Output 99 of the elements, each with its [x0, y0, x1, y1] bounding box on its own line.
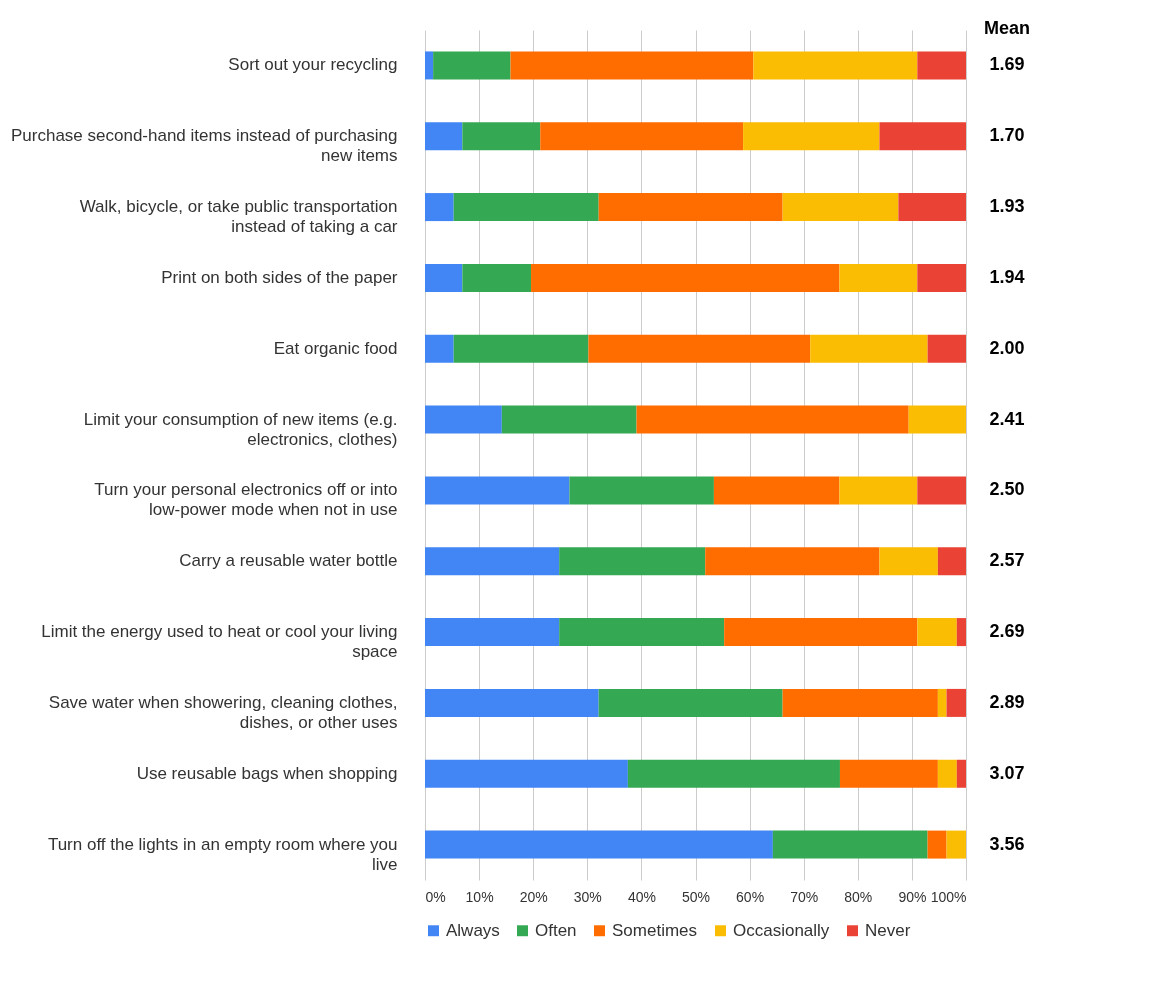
bar — [743, 122, 880, 151]
bar — [425, 122, 463, 151]
text: 3.56 — [989, 833, 1025, 854]
bar — [898, 193, 966, 222]
bar — [839, 476, 918, 505]
bar — [937, 759, 957, 788]
bar — [501, 405, 637, 434]
bar — [839, 759, 938, 788]
bar — [425, 759, 628, 788]
text: 2.89 — [989, 691, 1025, 712]
text: 1.94 — [989, 266, 1025, 287]
bar — [598, 193, 783, 222]
bar — [425, 830, 773, 859]
bar — [946, 688, 966, 717]
bar — [636, 405, 909, 434]
bar — [425, 618, 560, 647]
bar — [772, 830, 928, 859]
text: Mean — [983, 18, 1031, 38]
bar — [433, 51, 511, 80]
x-tick-label: 30% — [573, 888, 602, 905]
bar — [425, 405, 502, 434]
text: 2.69 — [989, 621, 1025, 642]
bar — [598, 688, 783, 717]
bar — [917, 618, 957, 647]
x-tick-label: 100% — [930, 888, 967, 905]
x-tick-label: 80% — [844, 888, 873, 905]
bar — [782, 688, 938, 717]
bar — [540, 122, 744, 151]
bar — [810, 334, 928, 363]
bar — [937, 688, 947, 717]
y-tick-label: Limit your consumption of new items (e.g. electronics, clothes) — [83, 409, 398, 449]
y-tick-label: Limit the energy used to heat or cool your living space — [41, 622, 398, 662]
bar — [956, 759, 966, 788]
legend-label: Often — [535, 920, 577, 940]
x-tick-label: 10% — [465, 888, 494, 905]
bar — [453, 193, 599, 222]
y-tick-label: Print on both sides of the paper — [161, 267, 398, 287]
y-tick-label: Save water when showering, cleaning clothes, dishes, or other uses — [48, 692, 398, 732]
x-tick-label: 20% — [519, 888, 548, 905]
bar — [705, 547, 880, 576]
bar — [425, 263, 463, 292]
bar — [879, 547, 938, 576]
bar — [956, 618, 966, 647]
text: 3.07 — [989, 762, 1025, 783]
bar — [425, 476, 570, 505]
bar — [425, 193, 454, 222]
text: 1.69 — [989, 54, 1025, 75]
bar — [559, 618, 725, 647]
bar — [559, 547, 706, 576]
x-tick-label: 40% — [627, 888, 656, 905]
x-tick-label: 0% — [425, 888, 446, 905]
text: 2.41 — [989, 408, 1025, 429]
bar — [462, 263, 532, 292]
y-tick-label: Sort out your recycling — [228, 55, 398, 75]
y-tick-label: Walk, bicycle, or take public transportation instead of taking a car — [79, 197, 398, 237]
bar — [917, 263, 966, 292]
y-tick-label: Use reusable bags when shopping — [136, 763, 398, 783]
bar — [908, 405, 966, 434]
text: 2.00 — [989, 337, 1025, 358]
y-tick-label: Purchase second-hand items instead of purchasing new items — [10, 126, 398, 166]
bar — [937, 547, 966, 576]
y-tick-label: Turn off the lights in an empty room where you live — [47, 834, 398, 874]
x-tick-label: 70% — [790, 888, 819, 905]
bar — [946, 830, 966, 859]
x-tick-label: 90% — [898, 888, 927, 905]
text: 2.57 — [989, 550, 1025, 571]
text: 1.70 — [989, 125, 1025, 146]
legend-label: Sometimes — [612, 920, 698, 940]
legend-label: Always — [446, 920, 500, 940]
legend-label: Occasionally — [733, 920, 830, 940]
bar — [569, 476, 714, 505]
bar — [531, 263, 840, 292]
text: 1.93 — [989, 196, 1025, 217]
y-tick-label: Carry a reusable water bottle — [179, 551, 398, 571]
bar — [753, 51, 918, 80]
x-tick-label: 60% — [736, 888, 765, 905]
bar — [588, 334, 811, 363]
bar — [927, 830, 947, 859]
bar — [425, 547, 560, 576]
bar — [927, 334, 966, 363]
bar — [713, 476, 840, 505]
bar — [917, 51, 966, 80]
bar — [917, 476, 966, 505]
y-tick-label: Eat organic food — [273, 338, 398, 358]
bar — [425, 334, 454, 363]
x-tick-label: 50% — [681, 888, 711, 905]
bar — [425, 688, 599, 717]
y-tick-label: Turn your personal electronics off or into low-power mode when not in use — [94, 480, 398, 520]
bar — [724, 618, 918, 647]
bar — [627, 759, 840, 788]
legend-label: Never — [865, 920, 911, 940]
bar — [879, 122, 966, 151]
bar — [425, 51, 434, 80]
text: 2.50 — [989, 479, 1025, 500]
bar — [462, 122, 541, 151]
bar — [782, 193, 899, 222]
bar — [510, 51, 754, 80]
bar — [453, 334, 589, 363]
bar — [839, 263, 918, 292]
